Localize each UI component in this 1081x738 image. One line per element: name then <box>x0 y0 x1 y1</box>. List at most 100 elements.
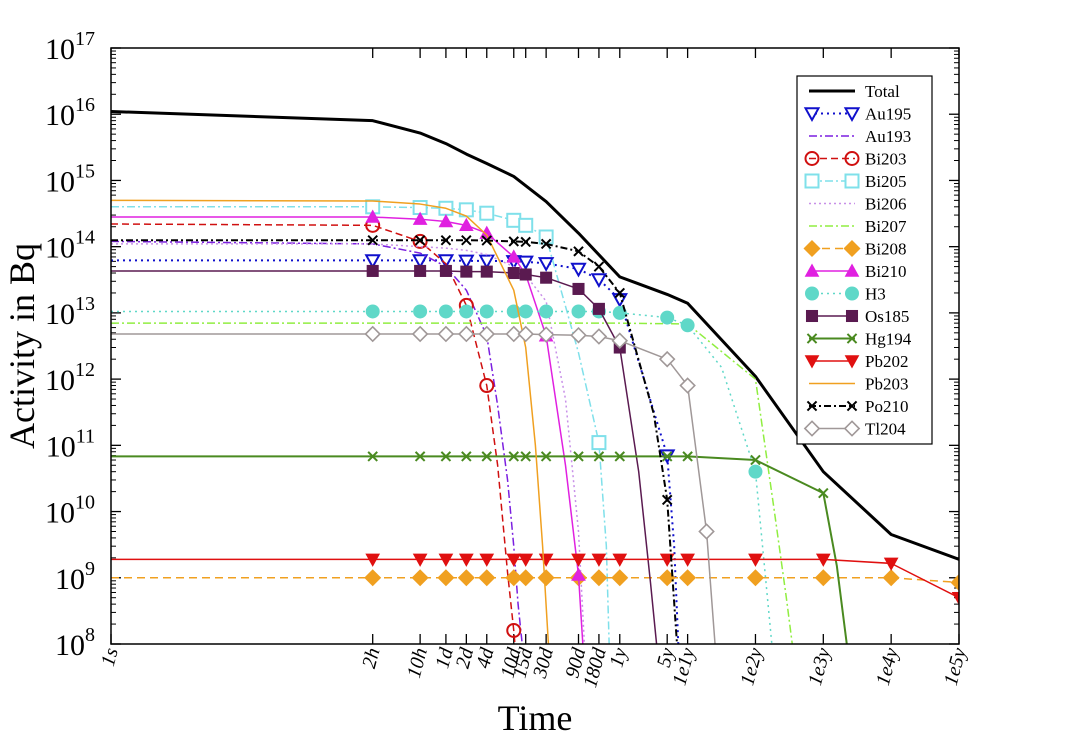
series-os185 <box>111 264 658 644</box>
data-point-h3 <box>612 305 627 320</box>
data-point-pb202 <box>506 553 522 567</box>
x-tick-label: 4d <box>472 645 499 671</box>
legend-item-tl204: Tl204 <box>803 420 906 439</box>
data-point-bi210 <box>506 249 522 263</box>
data-point-h3 <box>748 464 763 479</box>
data-point-au195 <box>590 273 608 288</box>
legend-label-total: Total <box>865 82 900 101</box>
data-point-h3 <box>479 304 494 319</box>
data-point-h3 <box>438 304 453 319</box>
data-point-hg194 <box>818 487 829 499</box>
legend-label-po210: Po210 <box>865 397 908 416</box>
legend-item-pb203: Pb203 <box>809 375 908 394</box>
legend-item-bi210: Bi210 <box>804 262 907 281</box>
legend-item-pb202: Pb202 <box>804 352 908 371</box>
data-point-bi210 <box>458 217 474 232</box>
y-tick-label: 1014 <box>45 227 95 265</box>
data-point-bi208 <box>364 569 382 587</box>
data-point-tl204 <box>537 326 555 343</box>
data-point-pb202 <box>883 557 899 571</box>
series-line-pb203 <box>111 199 550 644</box>
data-point-h3 <box>459 304 474 319</box>
series-total <box>111 109 959 561</box>
legend-label-h3: H3 <box>865 285 886 304</box>
y-tick-label: 1011 <box>46 425 95 463</box>
x-tick-label: 2h <box>358 646 384 671</box>
data-point-au195 <box>537 257 555 272</box>
data-point-po210 <box>520 236 531 248</box>
data-point-bi208 <box>517 569 535 587</box>
data-point-pb202 <box>479 553 495 567</box>
series-line-pb202 <box>111 558 959 599</box>
data-point-os185 <box>414 264 427 277</box>
data-point-bi208 <box>505 569 523 587</box>
data-point-os185 <box>366 264 379 277</box>
legend-marker-bi210 <box>844 263 860 277</box>
data-point-bi208 <box>537 569 555 587</box>
data-point-pb202 <box>412 553 428 567</box>
legend-label-bi210: Bi210 <box>865 262 907 281</box>
legend-label-bi205: Bi205 <box>865 172 907 191</box>
series-pb202 <box>111 553 959 606</box>
legend-box <box>796 75 933 445</box>
data-point-bi203 <box>506 622 522 638</box>
data-point-h3 <box>518 304 533 319</box>
data-point-pb202 <box>815 553 831 567</box>
legend-label-hg194: Hg194 <box>865 330 912 349</box>
series-line-bi207 <box>111 322 794 644</box>
legend-marker-bi205 <box>844 173 860 189</box>
legend-marker-po210 <box>846 400 858 412</box>
data-point-pb202 <box>438 553 454 567</box>
data-point-os185 <box>439 264 452 277</box>
data-point-bi205 <box>538 229 554 245</box>
series-bi207 <box>111 322 794 644</box>
data-point-hg194 <box>508 451 520 462</box>
legend-marker-au195 <box>803 107 821 123</box>
legend-label-os185: Os185 <box>865 307 909 326</box>
legend-item-bi207: Bi207 <box>809 217 907 236</box>
data-point-hg194 <box>750 454 761 466</box>
data-point-po210 <box>481 235 493 246</box>
legend-item-bi205: Bi205 <box>804 172 907 191</box>
data-point-au195 <box>478 254 495 270</box>
data-point-hg194 <box>540 451 552 462</box>
x-tick-label: 10h <box>403 646 432 681</box>
data-point-au195 <box>517 255 534 271</box>
data-point-bi208 <box>746 569 764 587</box>
legend-marker-os185 <box>805 309 819 323</box>
data-point-h3 <box>680 318 695 333</box>
data-point-bi208 <box>882 569 900 587</box>
data-point-au195 <box>364 254 381 269</box>
data-point-bi210 <box>571 567 586 581</box>
x-tick-label: 1e4y <box>872 645 903 687</box>
data-point-bi208 <box>437 569 455 587</box>
data-point-h3 <box>539 304 554 319</box>
data-point-pb202 <box>518 553 534 567</box>
data-point-po210 <box>661 494 673 506</box>
legend-label-pb202: Pb202 <box>865 352 908 371</box>
data-point-bi205 <box>479 205 495 221</box>
legend-item-po210: Po210 <box>806 397 908 416</box>
data-point-bi208 <box>611 569 629 587</box>
data-point-hg194 <box>481 451 493 462</box>
data-point-bi210 <box>365 209 381 223</box>
data-point-tl204 <box>658 350 676 368</box>
legend-marker-pb202 <box>844 355 860 369</box>
x-axis-label: Time <box>498 698 573 733</box>
data-point-bi208 <box>814 569 832 587</box>
y-tick-label: 109 <box>55 558 95 596</box>
data-point-po210 <box>367 234 378 246</box>
legend-label-bi208: Bi208 <box>865 240 907 259</box>
x-tick-label: 1e2y <box>736 645 767 687</box>
legend-marker-bi208 <box>803 239 821 258</box>
data-point-hg194 <box>661 451 673 462</box>
legend-item-os185: Os185 <box>805 307 909 326</box>
data-point-os185 <box>592 302 605 315</box>
data-point-os185 <box>480 265 493 278</box>
data-point-tl204 <box>411 325 429 343</box>
legend-marker-hg194 <box>806 333 818 344</box>
data-point-hg194 <box>573 451 584 462</box>
data-point-os185 <box>460 265 473 278</box>
series-line-hg194 <box>111 455 848 644</box>
series-bi206 <box>111 243 586 644</box>
